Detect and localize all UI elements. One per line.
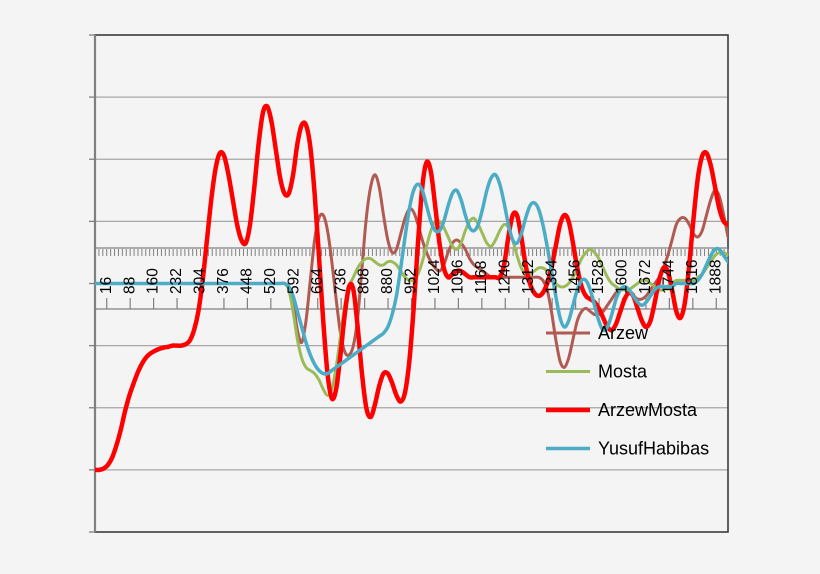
x-tick-label: 808 <box>356 268 373 294</box>
x-tick-label: 520 <box>262 268 279 294</box>
series-line-arzewmosta <box>95 103 728 473</box>
x-tick-label: 1456 <box>567 260 584 294</box>
x-tick-label: 1744 <box>660 259 677 294</box>
x-tick-label: 736 <box>332 268 349 294</box>
x-tick-label: 1312 <box>520 260 537 294</box>
legend-label-arzew[interactable]: Arzew <box>598 323 649 343</box>
x-tick-label: 1888 <box>707 260 724 294</box>
legend-label-mosta[interactable]: Mosta <box>598 362 648 382</box>
series-line-yusufhabibas <box>95 172 728 376</box>
x-tick-label: 1096 <box>449 260 466 294</box>
x-tick-label: 448 <box>238 268 255 294</box>
x-tick-label: 1240 <box>496 259 513 294</box>
data-series-group <box>95 103 728 473</box>
x-tick-label: 1816 <box>684 260 701 294</box>
x-tick-label: 1528 <box>590 260 607 294</box>
gridlines <box>95 96 728 471</box>
legend-label-arzewmosta[interactable]: ArzewMosta <box>598 400 698 420</box>
x-tick-label: 88 <box>121 277 138 294</box>
x-tick-label: 304 <box>192 268 209 294</box>
x-tick-label: 664 <box>309 268 326 294</box>
y-axis-tick-marks <box>89 34 95 533</box>
x-tick-label: 1672 <box>637 260 654 294</box>
x-tick-label: 160 <box>145 268 162 294</box>
legend-label-yusufhabibas[interactable]: YusufHabibas <box>598 439 709 459</box>
x-tick-label: 952 <box>403 268 420 294</box>
x-tick-label: 1600 <box>614 259 631 294</box>
x-tick-label: 1024 <box>426 259 443 294</box>
x-tick-label: 880 <box>379 268 396 294</box>
x-tick-label: 1168 <box>473 261 490 294</box>
x-tick-label: 1384 <box>543 259 560 294</box>
x-tick-label: 376 <box>215 268 232 294</box>
x-tick-label: 16 <box>98 277 115 294</box>
x-tick-label: 592 <box>285 268 302 294</box>
x-axis-tick-labels: 16 88 160 232 304 376 448 520 592 664 736 808 880 952… <box>98 259 725 294</box>
x-tick-label: 232 <box>168 268 185 294</box>
